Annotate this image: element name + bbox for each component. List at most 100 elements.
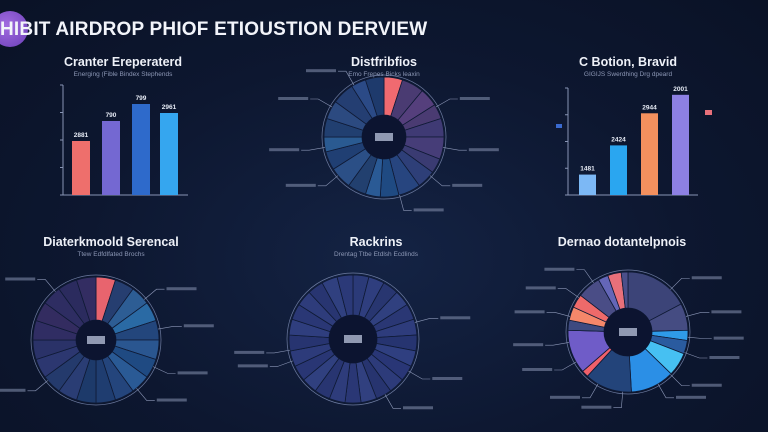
- center-label-glyph: [344, 335, 362, 343]
- leader-line: [157, 325, 182, 330]
- bar-label: 2001: [673, 86, 688, 93]
- bar-2-3: [672, 94, 689, 195]
- annotation-label-placeholder: [676, 395, 706, 399]
- annotation-label-placeholder: [691, 276, 722, 280]
- bar-2-2: [641, 113, 658, 195]
- chart6-title: Dernao dotantelpnois: [557, 235, 687, 249]
- page-title: HIBIT AIRDROP PHIOF ETIOUSTION DERVIEW: [0, 19, 428, 40]
- annotation-label-placeholder: [278, 97, 309, 100]
- leader-line: [27, 380, 48, 392]
- annotation-label-placeholder: [452, 183, 483, 187]
- annotation-label-placeholder: [234, 350, 265, 354]
- annotation-label-placeholder: [550, 395, 580, 399]
- center-label-glyph: [87, 336, 105, 344]
- annotation-label-placeholder: [709, 355, 740, 359]
- pie-outline: [565, 269, 691, 395]
- leader-line: [144, 288, 165, 300]
- leader-line: [338, 70, 355, 86]
- bar-2-1: [610, 145, 627, 195]
- bar-label: 2424: [611, 136, 626, 143]
- annotation-label-placeholder: [468, 148, 499, 152]
- pie-outline: [286, 272, 420, 406]
- annotation-label-placeholder: [183, 324, 214, 328]
- leader-line: [37, 279, 56, 292]
- chart1-title: Cranter Ereperaterd: [63, 55, 183, 69]
- annotation-label-placeholder: [306, 69, 336, 73]
- annotation-label-placeholder: [514, 310, 545, 314]
- leader-line: [685, 312, 710, 317]
- bar-label: 2881: [74, 132, 89, 139]
- chart4-title: Diaterkmoold Serencal: [43, 235, 179, 249]
- leader-line: [414, 317, 439, 323]
- leader-line: [684, 352, 708, 359]
- annotation-label-placeholder: [177, 371, 208, 375]
- bar-label: 2944: [642, 104, 657, 111]
- chart4-subtitle: Ttew Edfdlfated Brochs: [77, 251, 145, 258]
- bar-label: 799: [136, 95, 147, 102]
- annotation-label-placeholder: [432, 377, 463, 380]
- leader-line: [435, 98, 458, 108]
- leader-line: [546, 312, 571, 317]
- legend-swatch: [556, 124, 562, 128]
- leader-line: [152, 366, 176, 374]
- annotation-label-placeholder: [403, 406, 433, 410]
- chart5-subtitle: Drentag Ttbe Etdlsh Ecdlinds: [333, 251, 419, 258]
- chart3-subtitle: GIGIJS Swerdhing Drg dpeard: [583, 71, 673, 78]
- legend-swatch: [705, 110, 712, 115]
- center-label-glyph: [375, 133, 393, 141]
- annotation-label-placeholder: [544, 267, 575, 271]
- annotation-label-placeholder: [513, 343, 544, 347]
- chart2-subtitle: Emo Frepes Bicks leaxin: [348, 71, 420, 78]
- chart1-subtitle: Energing (Fible Bindex Stephends: [73, 71, 173, 78]
- annotation-label-placeholder: [525, 286, 556, 290]
- bar-2-0: [579, 174, 596, 195]
- leader-line: [310, 98, 333, 108]
- chart2-title: Distfribfios: [351, 55, 417, 69]
- leader-line: [545, 342, 569, 346]
- leader-line: [136, 388, 155, 401]
- leader-line: [301, 147, 325, 151]
- leader-line: [670, 277, 690, 290]
- leader-line: [429, 175, 451, 187]
- leader-line: [408, 370, 431, 380]
- annotation-label-placeholder: [459, 97, 490, 100]
- annotation-label-placeholder: [413, 208, 444, 212]
- leader-line: [576, 269, 594, 284]
- bar-label: 2961: [162, 104, 177, 111]
- annotation-label-placeholder: [0, 388, 26, 392]
- bar-label: 1481: [580, 166, 595, 173]
- pie-outline: [321, 74, 447, 200]
- chart3-title: C Botion, Bravid: [579, 55, 677, 69]
- bar-label: 790: [106, 112, 117, 119]
- leader-line: [613, 391, 624, 409]
- leader-line: [317, 175, 339, 187]
- leader-line: [657, 383, 674, 399]
- leader-line: [557, 288, 580, 298]
- center-label-glyph: [619, 328, 637, 336]
- bar-0-1: [102, 121, 120, 195]
- leader-line: [443, 147, 467, 151]
- annotation-label-placeholder: [691, 383, 722, 387]
- annotation-label-placeholder: [522, 368, 553, 371]
- annotation-label-placeholder: [713, 336, 744, 340]
- leader-line: [687, 336, 712, 339]
- bar-0-0: [72, 141, 90, 195]
- leader-line: [269, 360, 293, 367]
- leader-line: [554, 361, 577, 371]
- leader-line: [670, 374, 690, 387]
- annotation-label-placeholder: [237, 364, 268, 368]
- annotation-label-placeholder: [711, 310, 742, 314]
- annotation-label-placeholder: [269, 148, 300, 152]
- leader-line: [266, 349, 291, 354]
- annotation-label-placeholder: [581, 405, 612, 409]
- annotation-label-placeholder: [5, 277, 36, 281]
- bar-0-2: [132, 104, 150, 195]
- leader-line: [582, 383, 599, 399]
- logo-circle: [0, 11, 28, 47]
- annotation-label-placeholder: [285, 183, 316, 187]
- chart5-title: Rackrins: [349, 235, 403, 249]
- annotation-label-placeholder: [166, 287, 197, 291]
- annotation-label-placeholder: [440, 316, 471, 320]
- bar-0-3: [160, 113, 178, 195]
